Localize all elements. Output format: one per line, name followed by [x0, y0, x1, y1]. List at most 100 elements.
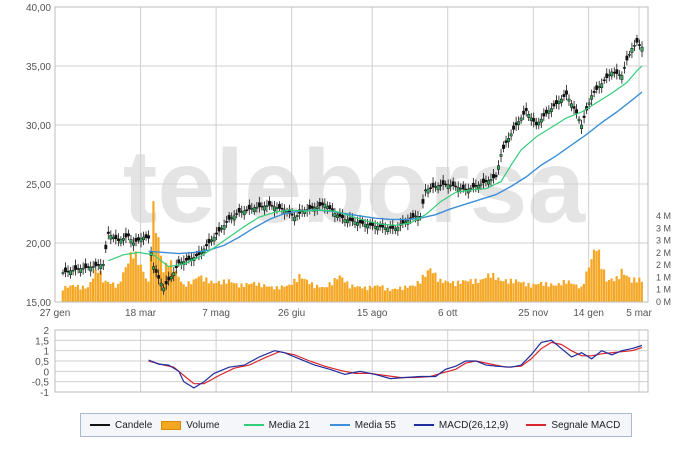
candle-body	[547, 110, 551, 114]
volume-bar	[303, 278, 306, 302]
volume-bar	[529, 287, 533, 302]
candle-body	[612, 71, 616, 74]
volume-bar	[66, 287, 69, 302]
candle-body	[376, 226, 380, 231]
volume-bar	[310, 282, 314, 302]
volume-bar	[210, 280, 213, 302]
candle-body	[630, 48, 634, 53]
candle-body	[471, 182, 475, 188]
candle-body	[565, 90, 568, 95]
candle-body	[607, 74, 611, 77]
volume-bar	[580, 286, 583, 302]
candle-body	[96, 263, 100, 266]
volume-bar	[615, 276, 618, 302]
candle-body	[625, 55, 629, 61]
candle-body	[512, 125, 516, 130]
volume-bar	[180, 281, 183, 302]
volume-bar	[502, 281, 505, 302]
candle-body	[436, 185, 440, 191]
candle-body	[325, 206, 329, 210]
volume-bar	[366, 290, 369, 302]
legend-label-volume: Volume	[186, 419, 220, 431]
candle-body	[502, 144, 505, 149]
volume-bar	[318, 287, 321, 302]
volume-bar	[590, 259, 593, 302]
volume-bar	[426, 270, 429, 302]
volume-bar	[205, 277, 208, 302]
volume-bar	[623, 274, 626, 302]
volume-bar	[326, 287, 329, 302]
volume-bar	[391, 289, 394, 302]
candle-body	[492, 174, 495, 179]
candle-body	[169, 276, 173, 280]
candle-body	[421, 199, 425, 204]
volume-bar	[200, 275, 203, 302]
candle-body	[590, 95, 594, 100]
volume-bar	[358, 286, 361, 302]
volume-bar	[308, 284, 311, 302]
volume-bar	[454, 286, 457, 302]
candle-body	[340, 214, 344, 219]
candle-body	[605, 73, 609, 79]
legend-item-volume[interactable]: Volume	[161, 419, 220, 431]
volume-bar	[139, 264, 142, 302]
volume-bar	[567, 280, 570, 302]
candle-body	[378, 224, 382, 228]
volume-bar	[76, 284, 80, 302]
volume-bar	[242, 287, 246, 302]
volume-bar	[489, 277, 492, 302]
volume-bar	[207, 283, 210, 302]
volume-bar	[174, 270, 178, 302]
volume-bar	[258, 282, 261, 302]
volume-bar	[190, 284, 193, 302]
x-tick-label: 6 ott	[438, 308, 458, 319]
volume-bar	[74, 286, 77, 302]
candle-body	[434, 186, 438, 188]
volume-bar	[240, 283, 243, 302]
candle-body	[257, 202, 261, 208]
candle-body	[137, 237, 140, 241]
candle-body	[507, 138, 511, 143]
candle-body	[582, 115, 586, 118]
candle-body	[519, 117, 523, 121]
candle-body	[217, 226, 221, 232]
legend-item-ma21[interactable]: Media 21	[243, 420, 310, 431]
candle-body	[293, 216, 297, 222]
candle-body	[481, 178, 485, 184]
candle-body	[167, 276, 171, 281]
volume-bar	[182, 284, 185, 302]
candle-body	[388, 226, 392, 229]
candle-body	[250, 208, 254, 210]
legend-item-ma55[interactable]: Media 55	[329, 420, 396, 431]
candle-body	[373, 225, 377, 229]
candle-body	[484, 179, 488, 182]
volume-bar	[587, 267, 591, 302]
legend-item-signal[interactable]: Segnale MACD	[526, 420, 620, 431]
candle-body	[343, 219, 347, 223]
legend-item-macd[interactable]: MACD(26,12,9)	[413, 420, 508, 431]
volume-bar	[633, 277, 636, 302]
volume-bar	[172, 271, 175, 302]
candle-body	[444, 183, 448, 186]
candle-body	[255, 206, 259, 209]
volume-bar	[260, 287, 263, 302]
volume-bar	[441, 283, 445, 302]
x-tick-label: 14 gen	[573, 308, 604, 319]
candle-body	[222, 225, 226, 230]
volume-bar	[449, 283, 452, 302]
candle-body	[270, 205, 274, 207]
volume-bar	[461, 280, 465, 302]
volume-bar	[144, 278, 147, 302]
candle-body	[479, 183, 483, 186]
price-tick-label: 30,00	[26, 121, 51, 132]
candle-body	[154, 269, 158, 273]
candle-body	[106, 231, 110, 234]
price-plot-frame	[54, 6, 649, 303]
candle-body	[559, 98, 563, 103]
candle-body	[386, 227, 390, 232]
candle-body	[413, 215, 417, 218]
volume-bar	[409, 285, 412, 302]
legend-item-candles[interactable]: Candele	[90, 420, 152, 431]
candle-body	[504, 140, 508, 143]
volume-bar	[600, 269, 603, 302]
